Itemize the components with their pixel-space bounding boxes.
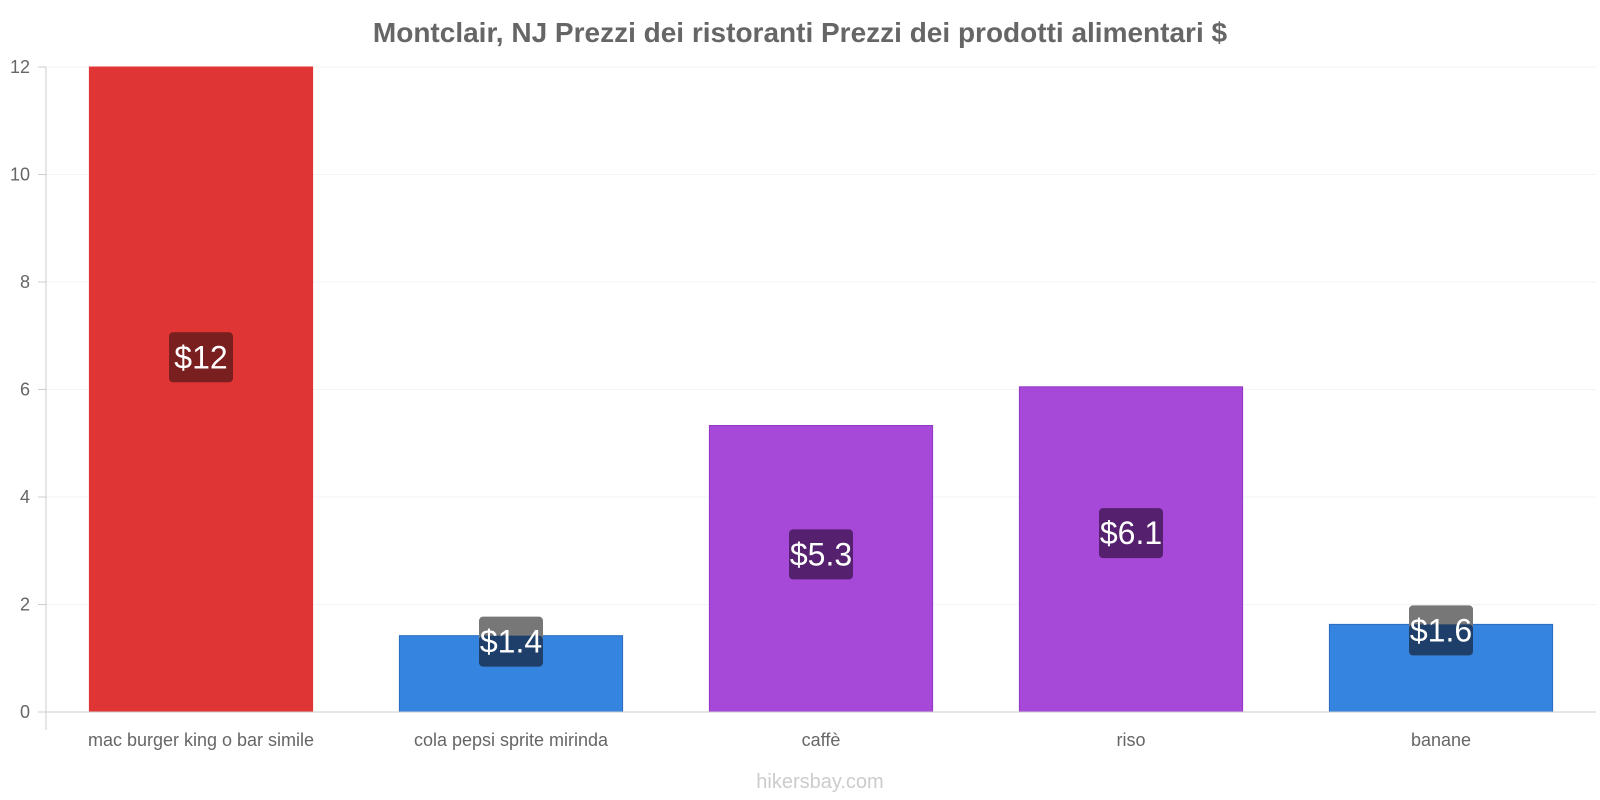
value-label-text: $12	[174, 339, 227, 375]
value-label-text: $1.6	[1410, 612, 1472, 648]
y-tick-label: 2	[20, 595, 30, 615]
category-label: caffè	[802, 730, 841, 750]
value-label-text: $1.4	[480, 624, 542, 660]
bar	[88, 66, 314, 713]
category-label: mac burger king o bar simile	[88, 730, 314, 750]
category-labels: mac burger king o bar simile cola pepsi s…	[88, 730, 1471, 750]
value-label: $1.6	[1409, 605, 1473, 656]
value-label: $5.3	[789, 529, 853, 580]
y-tick-label: 8	[20, 272, 30, 292]
category-label: cola pepsi sprite mirinda	[414, 730, 609, 750]
value-labels: $12 $1.4 $5.3 $6.1 $1.6	[169, 332, 1473, 667]
y-axis-ticks: 0 2 4 6 8 10 12	[10, 57, 46, 722]
value-label: $6.1	[1099, 508, 1163, 559]
chart-title: Montclair, NJ Prezzi dei ristoranti Prez…	[373, 17, 1228, 48]
y-tick-label: 10	[10, 165, 30, 185]
value-label: $1.4	[479, 616, 543, 667]
bars	[88, 66, 1554, 713]
value-label-text: $6.1	[1100, 515, 1162, 551]
value-label-box	[169, 332, 233, 383]
value-label-box	[1409, 624, 1473, 656]
y-tick-label: 0	[20, 702, 30, 722]
footer-watermark: hikersbay.com	[756, 771, 883, 793]
value-label-box	[789, 529, 853, 580]
value-label-box	[479, 635, 543, 667]
y-tick-label: 12	[10, 57, 30, 77]
value-label: $12	[169, 332, 233, 383]
y-tick-label: 4	[20, 487, 30, 507]
y-tick-label: 6	[20, 380, 30, 400]
value-label-box	[1099, 508, 1163, 559]
value-label-text: $5.3	[790, 536, 852, 572]
category-label: riso	[1116, 730, 1145, 750]
category-label: banane	[1411, 730, 1471, 750]
